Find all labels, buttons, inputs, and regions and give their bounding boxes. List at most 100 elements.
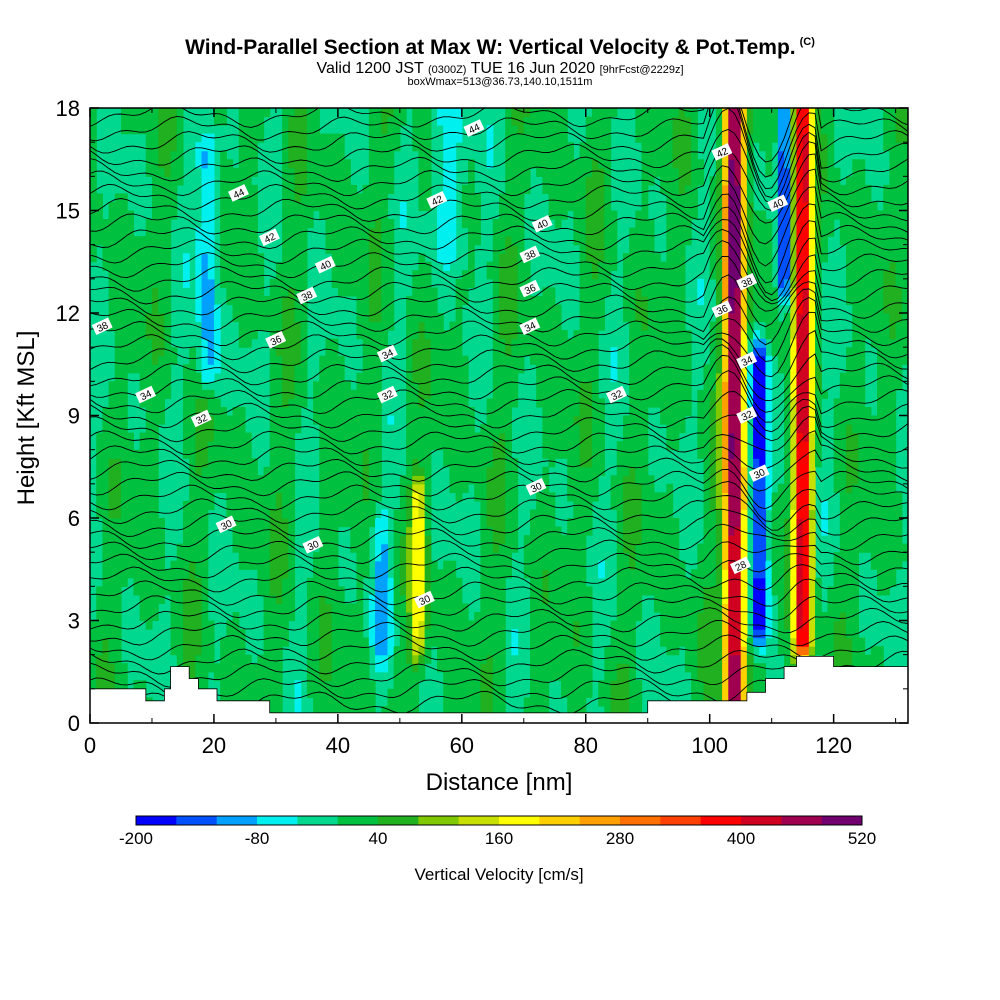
velocity-cell [108, 535, 116, 545]
velocity-cell [468, 278, 475, 288]
velocity-cell [529, 295, 537, 306]
velocity-cell [740, 594, 748, 605]
velocity-cell [418, 355, 426, 365]
velocity-cell [368, 381, 376, 391]
velocity-cell [127, 287, 134, 297]
velocity-cell [139, 364, 147, 374]
velocity-cell [852, 355, 860, 365]
velocity-cell [722, 594, 729, 605]
velocity-cell [889, 355, 897, 365]
velocity-cell [492, 389, 500, 400]
velocity-cell [672, 535, 680, 545]
velocity-cell [560, 424, 568, 434]
velocity-cell [889, 552, 897, 562]
velocity-cell [877, 295, 884, 306]
velocity-cell [406, 680, 413, 690]
velocity-cell [418, 483, 426, 493]
velocity-cell [381, 313, 389, 323]
velocity-cell [449, 680, 457, 690]
velocity-cell [709, 646, 717, 656]
velocity-cell [560, 663, 568, 673]
velocity-cell [356, 304, 364, 314]
velocity-cell [877, 466, 884, 476]
velocity-cell [164, 372, 172, 382]
velocity-cell [629, 338, 636, 348]
velocity-cell [870, 330, 878, 340]
velocity-cell [567, 458, 574, 468]
velocity-cell [269, 654, 277, 664]
velocity-cell [275, 287, 283, 297]
velocity-cell [499, 500, 506, 511]
velocity-cell [201, 611, 209, 622]
velocity-cell [499, 475, 506, 485]
velocity-cell [722, 295, 729, 306]
velocity-cell [325, 577, 333, 587]
velocity-cell [883, 398, 891, 408]
velocity-cell [579, 594, 587, 605]
velocity-cell [306, 646, 314, 656]
velocity-cell [635, 611, 643, 622]
velocity-cell [740, 518, 748, 528]
velocity-cell [151, 424, 159, 434]
velocity-cell [381, 535, 389, 545]
velocity-cell [362, 424, 370, 434]
velocity-cell [114, 552, 122, 562]
velocity-cell [548, 620, 556, 630]
velocity-cell [480, 432, 488, 442]
velocity-cell [808, 509, 816, 519]
velocity-cell [585, 646, 593, 656]
velocity-cell [790, 432, 798, 442]
velocity-cell [567, 705, 574, 716]
velocity-cell [238, 330, 246, 340]
velocity-cell [108, 569, 116, 579]
velocity-cell [641, 560, 649, 570]
velocity-cell [282, 560, 289, 570]
velocity-cell [759, 261, 767, 271]
velocity-cell [158, 338, 165, 348]
velocity-cell [499, 313, 506, 323]
velocity-cell [356, 646, 364, 656]
velocity-cell [722, 637, 729, 647]
velocity-cell [133, 253, 141, 263]
velocity-cell [666, 304, 674, 314]
velocity-cell [728, 278, 736, 288]
velocity-cell [629, 680, 636, 690]
velocity-cell [120, 355, 128, 365]
velocity-cell [579, 492, 587, 502]
velocity-cell [753, 441, 760, 451]
velocity-cell [759, 637, 767, 647]
velocity-cell [418, 629, 426, 639]
velocity-cell [406, 518, 413, 528]
velocity-cell [777, 330, 785, 340]
velocity-cell [740, 295, 748, 306]
velocity-cell [567, 398, 574, 408]
velocity-cell [275, 372, 283, 382]
velocity-cell [511, 518, 519, 528]
velocity-cell [653, 543, 661, 553]
velocity-cell [375, 518, 382, 528]
velocity-cell [288, 560, 296, 570]
velocity-cell [443, 441, 451, 451]
velocity-cell [753, 278, 760, 288]
velocity-cell [746, 313, 754, 323]
velocity-cell [647, 330, 655, 340]
velocity-cell [480, 458, 488, 468]
velocity-cell [548, 449, 556, 459]
velocity-cell [449, 475, 457, 485]
velocity-cell [653, 287, 661, 297]
velocity-cell [765, 500, 773, 511]
velocity-cell [604, 671, 612, 681]
velocity-cell [802, 577, 810, 587]
velocity-cell [269, 483, 277, 493]
velocity-cell [337, 381, 345, 391]
velocity-cell [567, 526, 574, 536]
velocity-cell [647, 569, 655, 579]
velocity-cell [517, 261, 525, 271]
velocity-cell [796, 466, 804, 476]
velocity-cell [815, 372, 822, 382]
velocity-cell [120, 372, 128, 382]
velocity-cell [864, 415, 872, 425]
velocity-cell [579, 671, 587, 681]
velocity-cell [895, 270, 903, 280]
velocity-cell [697, 569, 705, 579]
